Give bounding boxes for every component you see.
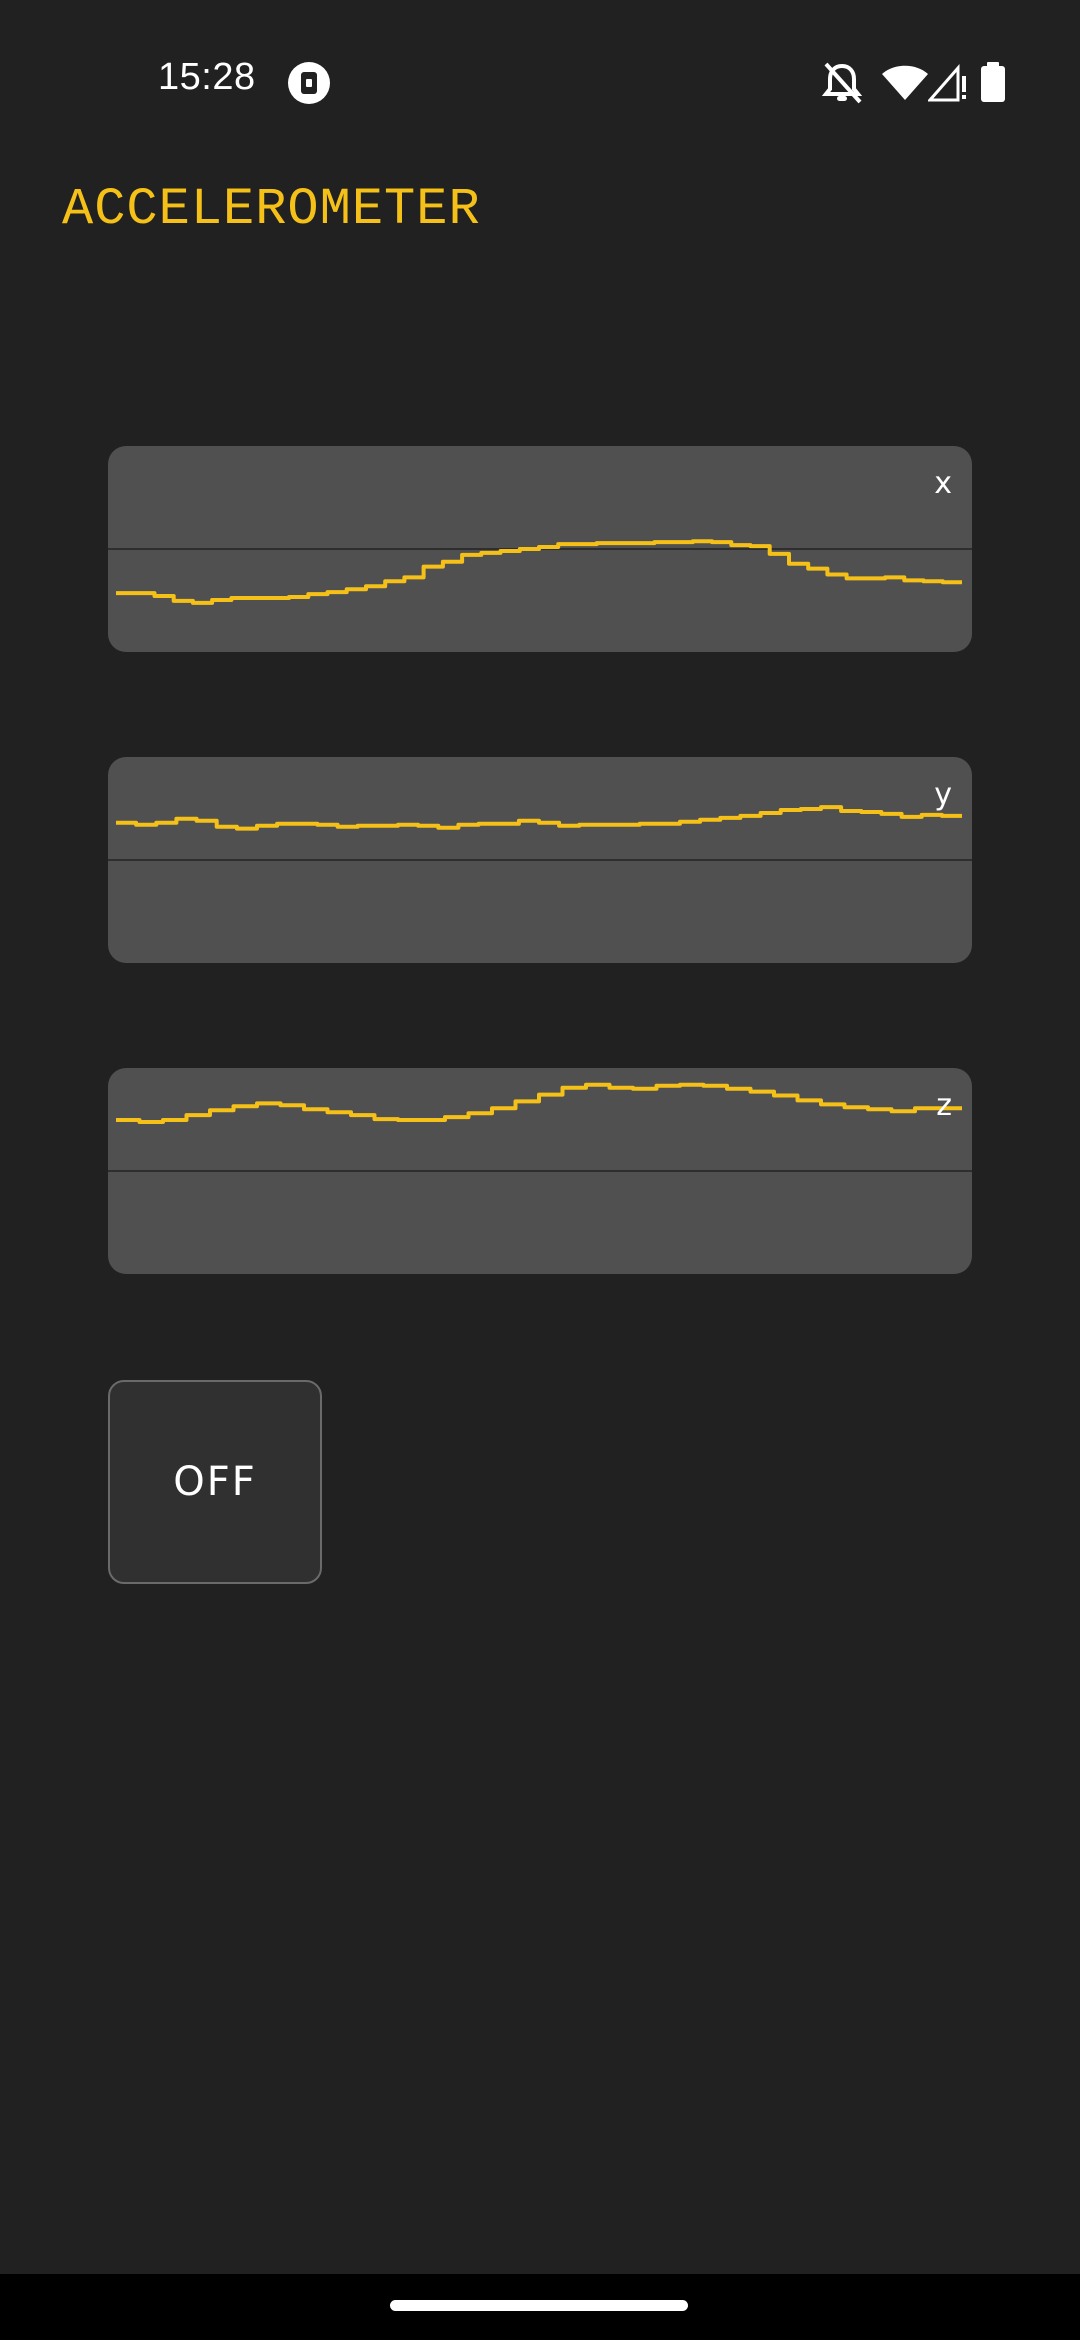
x-axis-label: x [934, 466, 952, 501]
status-bar: 15:28 [0, 0, 1080, 140]
cellular-no-signal-icon [926, 60, 968, 106]
app-indicator-icon [287, 61, 331, 105]
sensor-toggle-button[interactable]: OFF [108, 1380, 322, 1584]
z-axis-label: z [936, 1088, 952, 1123]
x-axis-graph: x [108, 446, 972, 652]
y-axis-graph: y [108, 757, 972, 963]
x-axis-graph-plot [108, 539, 972, 605]
app-title: ACCELEROMETER [62, 180, 481, 239]
z-axis-graph-plot [108, 1082, 972, 1172]
z-axis-graph: z [108, 1068, 972, 1274]
x-trace-line [116, 539, 962, 605]
wifi-icon [880, 60, 930, 106]
battery-icon [978, 60, 1008, 106]
status-time: 15:28 [158, 56, 256, 98]
z-trace-line [116, 1082, 962, 1124]
y-trace-line [116, 805, 962, 831]
home-indicator[interactable] [390, 2300, 688, 2311]
y-axis-label: y [934, 777, 952, 812]
y-axis-graph-plot [108, 805, 972, 861]
notifications-off-icon [820, 60, 864, 106]
